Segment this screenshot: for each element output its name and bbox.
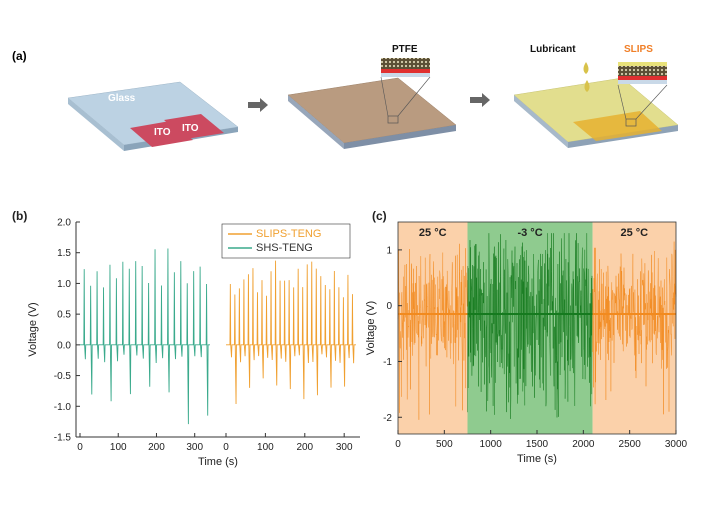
region-label: -3 °C [517, 227, 542, 239]
legend-item: SLIPS-TENG [256, 228, 321, 240]
x-tick-label: 1500 [526, 439, 549, 450]
x-tick-label: 300 [186, 442, 203, 453]
y-tick-label: -2 [383, 413, 392, 424]
y-axis-label: Voltage (V) [27, 302, 39, 356]
x-axis-label: Time (s) [198, 456, 238, 468]
arrow-right-icon [470, 93, 490, 107]
arrow-right-icon [248, 98, 268, 112]
x-tick-label: 200 [148, 442, 165, 453]
glass-label: Glass [108, 93, 136, 104]
ito-label-1: ITO [154, 127, 171, 138]
x-axis-label: Time (s) [517, 453, 557, 465]
y-tick-label: 1.5 [57, 248, 71, 259]
x-tick-label: 100 [257, 442, 274, 453]
y-tick-label: 0 [386, 301, 392, 312]
lubricant-drop-icon [583, 62, 589, 74]
x-tick-label: 2000 [572, 439, 595, 450]
series-line-slips-teng [226, 260, 356, 405]
x-tick-label: 3000 [665, 439, 688, 450]
x-tick-label: 0 [223, 442, 229, 453]
y-tick-label: 0.5 [57, 310, 71, 321]
y-tick-label: 1.0 [57, 279, 71, 290]
legend: SLIPS-TENG SHS-TENG [221, 223, 351, 259]
x-tick-label: 300 [336, 442, 353, 453]
ptfe-slide: PTFE [287, 44, 457, 149]
y-tick-label: 2.0 [57, 218, 71, 229]
ptfe-label: PTFE [392, 44, 418, 55]
x-tick-label: 2500 [619, 439, 642, 450]
y-tick-label: -0.5 [54, 371, 72, 382]
legend-item: SHS-TENG [256, 242, 313, 254]
legend-box [221, 223, 351, 259]
panel-c-label: (c) [372, 209, 387, 223]
lubricant-label: Lubricant [530, 44, 576, 55]
x-tick-label: 200 [296, 442, 313, 453]
series-line-shs-teng [80, 248, 210, 425]
series-line-warm-2 [592, 241, 677, 415]
lubricant-drop-icon [584, 80, 590, 92]
ito-label-2: ITO [182, 123, 199, 134]
y-tick-label: 1 [386, 245, 392, 256]
slips-label: SLIPS [624, 44, 653, 55]
panel-b-label: (b) [12, 209, 27, 223]
panel-a-label: (a) [12, 49, 27, 63]
slips-slide: Lubricant SLIPS [513, 44, 679, 148]
x-tick-label: 500 [436, 439, 453, 450]
panel-c-chart: (c) 25 °C -3 °C 25 °C -2 -1 0 1 0 500 1000 1500 2000… [365, 209, 688, 465]
x-tick-label: 100 [110, 442, 127, 453]
region-label: 25 °C [419, 227, 447, 239]
y-tick-label: -1.5 [54, 433, 72, 444]
x-tick-label: 1000 [480, 439, 503, 450]
panel-b-chart: (b) -1.5 -1.0 -0.5 0.0 0.5 1.0 1.5 2.0 0 100 200 300… [12, 209, 360, 468]
x-tick-label: 0 [395, 439, 401, 450]
y-tick-label: -1 [383, 357, 392, 368]
region-label: 25 °C [620, 227, 648, 239]
series-line-warm-1 [397, 243, 468, 420]
x-tick-label: 0 [77, 442, 83, 453]
y-tick-label: -1.0 [54, 402, 72, 413]
y-axis-label: Voltage (V) [365, 301, 377, 355]
glass-slide-ito: Glass ITO ITO [67, 81, 239, 151]
y-tick-label: 0.0 [57, 340, 71, 351]
